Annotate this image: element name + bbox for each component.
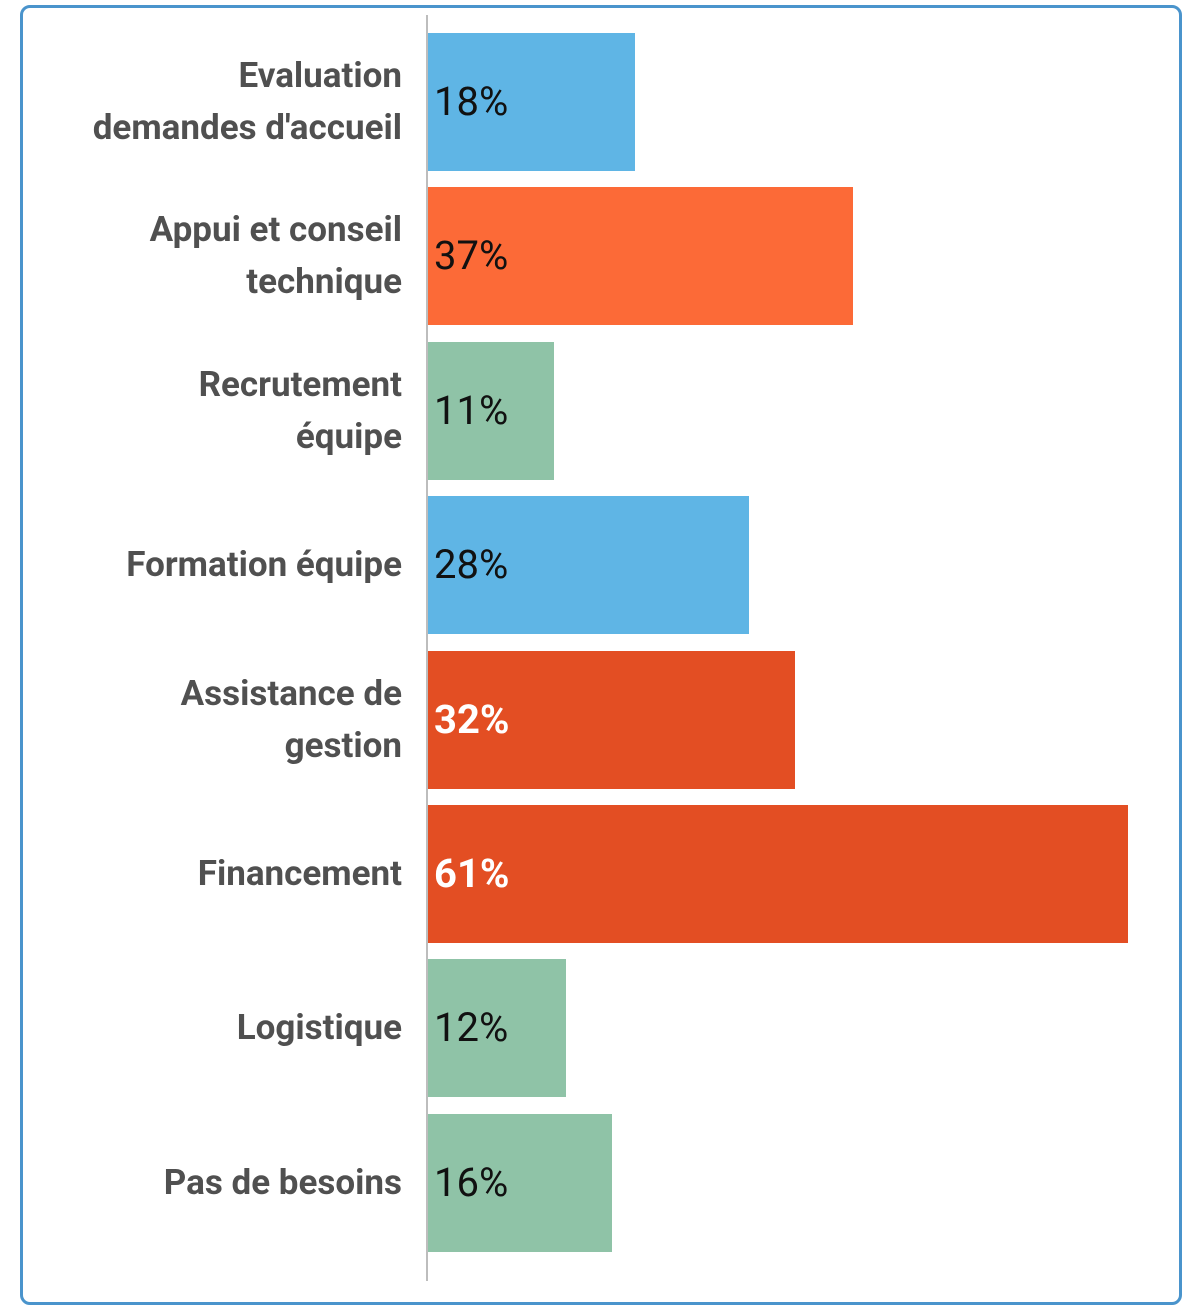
value-label: 16% — [434, 1158, 509, 1206]
bar — [428, 187, 853, 326]
category-label: Pas de besoins — [163, 1161, 402, 1203]
category-label: Financement — [197, 853, 402, 894]
value-label: 61% — [434, 850, 510, 897]
category-label: Formation équipe — [126, 544, 402, 586]
bar — [428, 805, 1128, 943]
category-label: Appui et conseil technique — [149, 209, 402, 303]
value-label: 37% — [434, 232, 509, 280]
bar — [428, 1113, 612, 1252]
axis-line — [426, 15, 428, 1281]
bar — [428, 33, 635, 171]
value-label: 28% — [434, 541, 509, 589]
category-label: Logistique — [236, 1007, 402, 1049]
bar — [428, 959, 566, 1098]
bar — [428, 650, 796, 789]
category-label: Evaluation demandes d'accueil — [92, 55, 402, 148]
value-label: 32% — [434, 695, 510, 743]
value-label: 12% — [434, 1004, 509, 1052]
bar — [428, 496, 750, 635]
category-label: Assistance de gestion — [180, 672, 402, 766]
value-label: 11% — [434, 386, 509, 434]
bar — [428, 341, 555, 480]
category-label: Recrutement équipe — [198, 363, 402, 457]
value-label: 18% — [434, 78, 509, 125]
